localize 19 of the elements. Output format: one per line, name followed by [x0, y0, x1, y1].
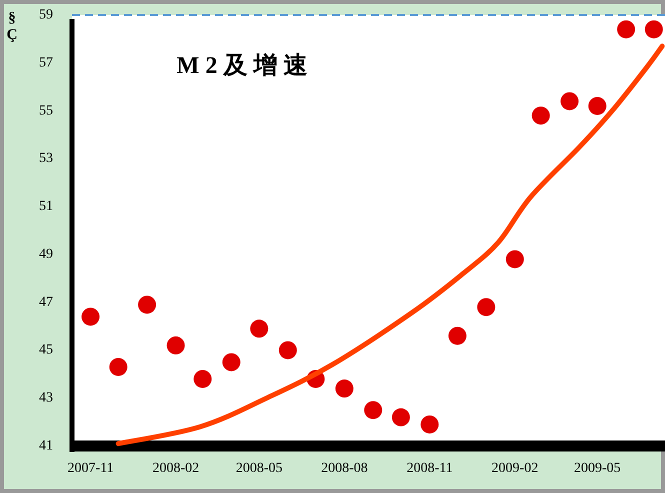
x-tick-label: 2008-08 [321, 461, 368, 476]
y-tick-label: 55 [39, 103, 53, 118]
x-tick-label: 2008-05 [236, 461, 282, 476]
y-tick-label: 59 [39, 8, 53, 22]
y-axis-title: §Ç [6, 10, 18, 43]
x-tick-label: 2007-11 [67, 461, 114, 476]
y-tick-label: 53 [39, 151, 53, 166]
y-tick-label: 41 [39, 438, 53, 454]
x-tick-label: 2009-05 [574, 461, 621, 476]
text: M2及增速 [176, 52, 314, 79]
y-tick-label: 57 [39, 55, 53, 70]
y-tick-label: 49 [39, 246, 53, 262]
y-tick-label: 43 [39, 390, 53, 406]
x-tick-label: 2008-02 [152, 461, 200, 476]
y-tick-label: 47 [39, 294, 53, 310]
x-tick-label: 2008-11 [406, 461, 453, 476]
y-tick-label: 45 [39, 342, 53, 358]
y-tick-label: 51 [39, 199, 53, 214]
x-tick-label: 2009-02 [492, 461, 538, 476]
